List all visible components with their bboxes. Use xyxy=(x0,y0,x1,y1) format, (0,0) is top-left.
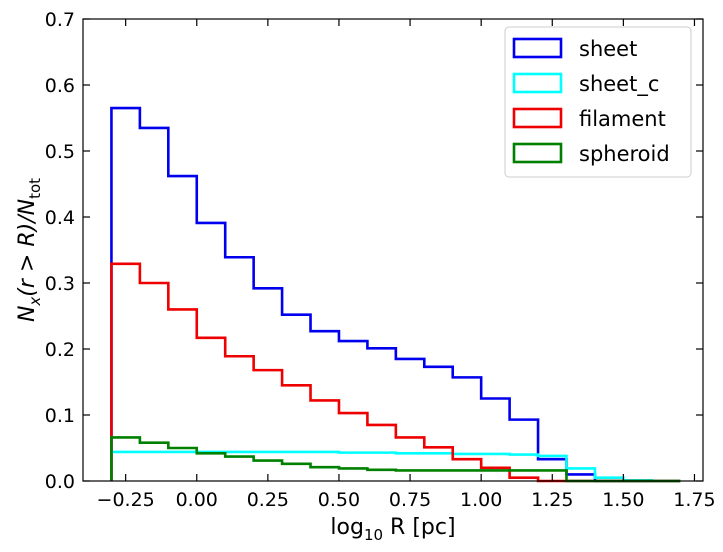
ticks-layer: −0.25 0.00 0.25 0.50 0.75 1.00 1.25 1.50 1.75 0.0… xyxy=(45,9,716,511)
y-tick-label: 0.7 xyxy=(45,9,75,31)
legend-entries: sheet sheet_c filament spheroid xyxy=(512,37,670,166)
legend-label-spheroid: spheroid xyxy=(579,142,670,166)
legend-swatch-sheet xyxy=(512,37,563,59)
y-tick-label: 0.4 xyxy=(45,207,75,229)
y-axis-label: Nx(r > R)/Ntot xyxy=(15,178,44,322)
y-tick-label: 0.0 xyxy=(45,471,75,493)
x-tick-label: 0.75 xyxy=(389,489,431,511)
plot-frame xyxy=(82,18,704,482)
legend-label-sheet: sheet xyxy=(579,37,637,61)
legend-box xyxy=(504,26,692,178)
x-tick-label: 0.25 xyxy=(247,489,289,511)
x-tick-label: 0.00 xyxy=(176,489,218,511)
legend-label-filament: filament xyxy=(579,107,666,131)
x-tick-label: 0.50 xyxy=(318,489,360,511)
x-axis-label: log10 R [pc] xyxy=(330,515,455,544)
y-tick-label: 0.3 xyxy=(45,273,75,295)
legend-label-sheet-c: sheet_c xyxy=(579,72,659,97)
y-tick-label: 0.6 xyxy=(45,75,75,97)
x-tick-label: 1.25 xyxy=(531,489,573,511)
series-spheroid-step xyxy=(110,436,681,483)
legend-swatch-spheroid xyxy=(512,142,563,164)
y-tick-label: 0.1 xyxy=(45,405,75,427)
legend: sheet sheet_c filament spheroid xyxy=(504,26,692,178)
x-tick-label: 1.75 xyxy=(673,489,715,511)
legend-swatch-filament xyxy=(512,107,563,129)
x-tick-label: 1.00 xyxy=(460,489,502,511)
y-tick-label: 0.2 xyxy=(45,339,75,361)
y-tick-label: 0.5 xyxy=(45,141,75,163)
series-filament-step xyxy=(110,262,681,483)
series-layer xyxy=(110,106,681,483)
legend-swatch-sheet-c xyxy=(512,72,563,94)
x-tick-label: −0.25 xyxy=(97,489,155,511)
x-tick-label: 1.50 xyxy=(602,489,644,511)
series-sheet-step xyxy=(110,106,681,483)
